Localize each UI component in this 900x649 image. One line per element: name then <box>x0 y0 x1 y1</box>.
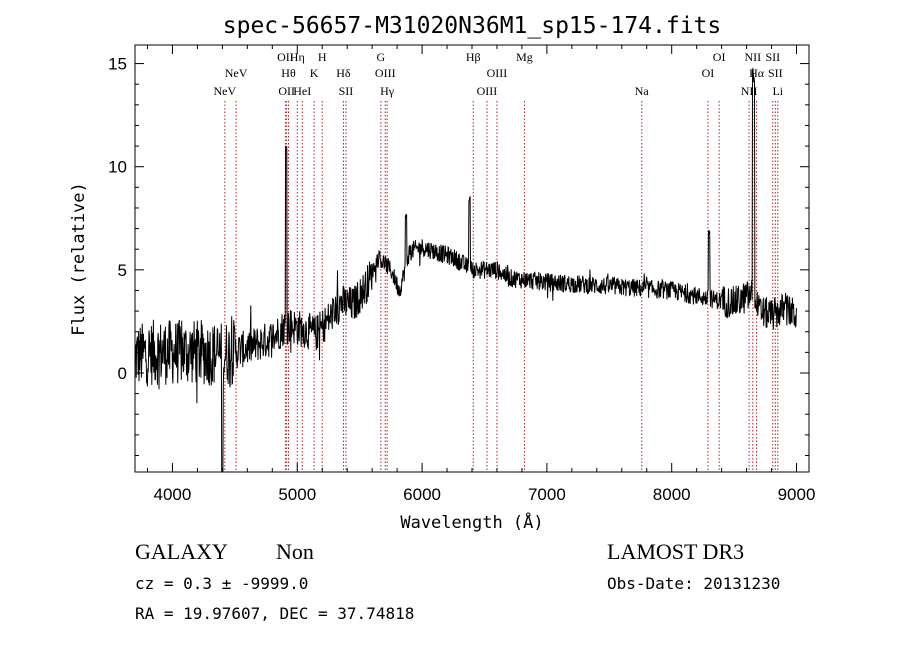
x-tick-label: 8000 <box>653 485 691 504</box>
x-axis-label: Wavelength (Å) <box>400 511 543 533</box>
y-tick-label: 0 <box>118 364 127 383</box>
spectral-line-label: Hδ <box>336 66 351 80</box>
observation-date: Obs-Date: 20131230 <box>607 574 780 593</box>
spectral-line-label: OIII <box>477 84 498 98</box>
spectral-line-label: H <box>318 50 327 64</box>
coordinates: RA = 19.97607, DEC = 37.74818 <box>135 604 414 623</box>
y-tick-label: 10 <box>108 158 127 177</box>
spectral-line-label: Hη <box>290 50 305 64</box>
x-tick-label: 7000 <box>528 485 566 504</box>
spectrum-series <box>134 67 797 473</box>
spectral-line-label: Hα <box>749 66 765 80</box>
x-tick-label: 9000 <box>778 485 816 504</box>
spectral-line-label: SII <box>768 66 783 80</box>
spectral-line-label: Hγ <box>380 84 395 98</box>
spectral-line-label: Na <box>635 84 650 98</box>
spectral-line-label: Li <box>772 84 783 98</box>
survey-name: LAMOST DR3 <box>607 539 744 564</box>
spectral-line-label: OI <box>713 50 726 64</box>
object-subclass: Non <box>276 539 314 564</box>
object-class: GALAXY <box>135 539 228 564</box>
x-tick-label: 4000 <box>154 485 192 504</box>
chart-title: spec-56657-M31020N36M1_sp15-174.fits <box>223 13 722 39</box>
spectral-line-label: NII <box>741 84 758 98</box>
spectral-line-label: OI <box>702 66 715 80</box>
spectral-line-label: OIII <box>375 66 396 80</box>
spectral-line-label: OIII <box>487 66 508 80</box>
spectral-line-label: Mg <box>516 50 533 64</box>
x-tick-label: 5000 <box>278 485 316 504</box>
spectral-line-label: OII <box>277 50 294 64</box>
spectral-line-markers <box>224 101 779 472</box>
spectral-line-label: NeV <box>225 66 248 80</box>
x-axis: 4000 5000 6000 7000 8000 9000 <box>146 45 816 504</box>
spectral-line-label: Hθ <box>281 66 296 80</box>
spectral-line-label: HeI <box>293 84 311 98</box>
y-axis: 0 5 10 15 <box>108 55 809 456</box>
spectral-line-label: NeV <box>214 84 237 98</box>
y-axis-label: Flux (relative) <box>69 182 89 336</box>
redshift-cz: cz = 0.3 ± -9999.0 <box>135 574 308 593</box>
spectral-line-label: SII <box>765 50 780 64</box>
spectral-line-label: Hβ <box>466 50 481 64</box>
spectral-line-label: OII <box>278 84 295 98</box>
spectral-line-label: G <box>377 50 386 64</box>
spectral-line-label: K <box>310 66 319 80</box>
y-tick-label: 5 <box>118 261 127 280</box>
spectral-line-label: SII <box>339 84 354 98</box>
spectral-line-labels: NeV NeV OII OII Hθ Hη HeI KH Hδ SII G OIII Hγ Hβ OIII O… <box>214 50 784 98</box>
x-tick-label: 6000 <box>403 485 441 504</box>
spectral-line-label: NII <box>744 50 761 64</box>
y-tick-label: 15 <box>108 55 127 74</box>
